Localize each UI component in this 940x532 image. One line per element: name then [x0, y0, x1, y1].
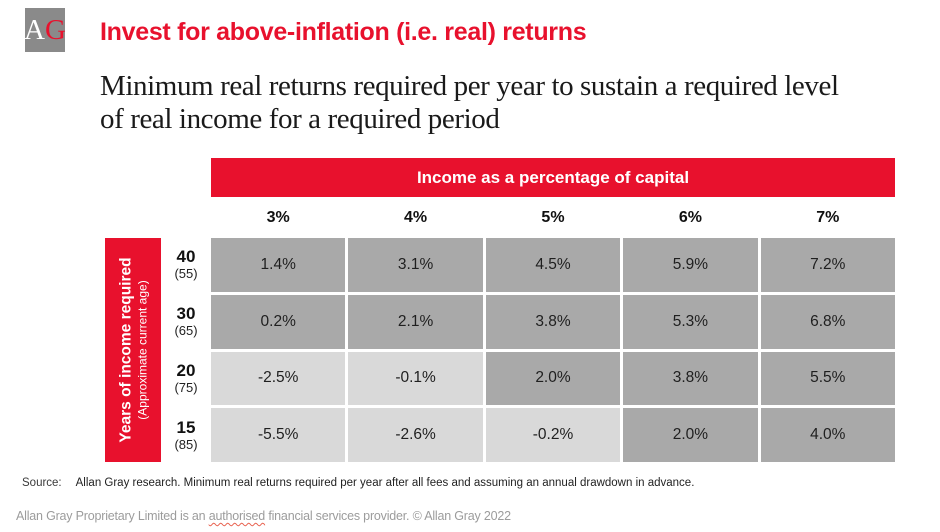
- table-cell: 5.9%: [623, 238, 758, 292]
- source-text: Allan Gray research. Minimum real return…: [75, 477, 695, 489]
- column-header-4pct: 4%: [404, 208, 428, 226]
- legal-suffix: financial services provider. © Allan Gra…: [265, 509, 511, 523]
- table-cell: 5.5%: [760, 351, 895, 406]
- table-cell: -5.5%: [211, 408, 346, 462]
- row-label-15: 15 (85): [161, 408, 211, 462]
- row-label-30: 30 (65): [161, 295, 211, 349]
- table-cell: 6.8%: [760, 294, 895, 349]
- row-label-40: 40 (55): [161, 238, 211, 292]
- row-years: 15: [176, 417, 196, 437]
- row-age: (85): [174, 436, 198, 452]
- column-header-6pct: 6%: [678, 208, 702, 226]
- column-header-5pct: 5%: [541, 208, 565, 226]
- legal-line: Allan Gray Proprietary Limited is an aut…: [16, 509, 511, 523]
- table-cell: -0.2%: [485, 408, 621, 462]
- table-cell: 2.1%: [348, 294, 483, 349]
- legal-spellcheck-word: authorised: [208, 509, 266, 523]
- table-cell: 2.0%: [623, 408, 758, 462]
- table-cell: 3.8%: [623, 351, 758, 406]
- subtitle-line-2: of real income for a required period: [100, 103, 500, 135]
- row-years: 40: [176, 247, 196, 267]
- subtitle-line-1: Minimum real returns required per year t…: [100, 70, 839, 102]
- column-headers: 3% 4% 5% 6% 7%: [211, 197, 895, 238]
- table-cell: 7.2%: [760, 238, 895, 292]
- table-cell: 3.8%: [485, 294, 621, 349]
- row-group-header-bar: Years of income required (Approximate cu…: [105, 238, 161, 462]
- logo-letter-a: A: [24, 13, 45, 46]
- row-label-20: 20 (75): [161, 352, 211, 406]
- row-age: (55): [174, 266, 198, 282]
- page-subtitle: Minimum real returns required per year t…: [100, 70, 900, 136]
- logo-letter-g: G: [45, 13, 66, 46]
- table-cell: -0.1%: [348, 351, 483, 406]
- column-header-7pct: 7%: [816, 208, 840, 226]
- data-grid: 1.4% 3.1% 4.5% 5.9% 7.2% 0.2% 2.1% 3.8% …: [211, 238, 895, 462]
- y-axis-label: Years of income required: [117, 257, 135, 443]
- table-cell: 4.5%: [485, 238, 621, 292]
- table-cell: 0.2%: [211, 294, 346, 349]
- table-cell: -2.5%: [211, 351, 346, 406]
- row-age: (75): [174, 379, 198, 395]
- row-years: 20: [176, 360, 196, 380]
- table-cell: -2.6%: [348, 408, 483, 462]
- row-age: (65): [174, 323, 198, 339]
- column-header-3pct: 3%: [266, 208, 290, 226]
- legal-prefix: Allan Gray Proprietary Limited is an: [16, 509, 209, 523]
- column-group-header: Income as a percentage of capital: [211, 158, 895, 197]
- table-cell: 5.3%: [623, 294, 758, 349]
- table-cell: 4.0%: [760, 408, 895, 462]
- table-cell: 1.4%: [211, 238, 346, 292]
- row-labels: 40 (55) 30 (65) 20 (75) 15 (85): [161, 238, 211, 462]
- row-years: 30: [176, 304, 196, 324]
- y-axis-sublabel: (Approximate current age): [135, 280, 150, 420]
- table-cell: 2.0%: [485, 351, 621, 406]
- row-group-header-text: Years of income required (Approximate cu…: [117, 257, 150, 442]
- table-cell: 3.1%: [348, 238, 483, 292]
- page-title: Invest for above-inflation (i.e. real) r…: [100, 18, 587, 46]
- source-label: Source:: [22, 477, 62, 489]
- source-line: Source: Allan Gray research. Minimum rea…: [22, 477, 694, 489]
